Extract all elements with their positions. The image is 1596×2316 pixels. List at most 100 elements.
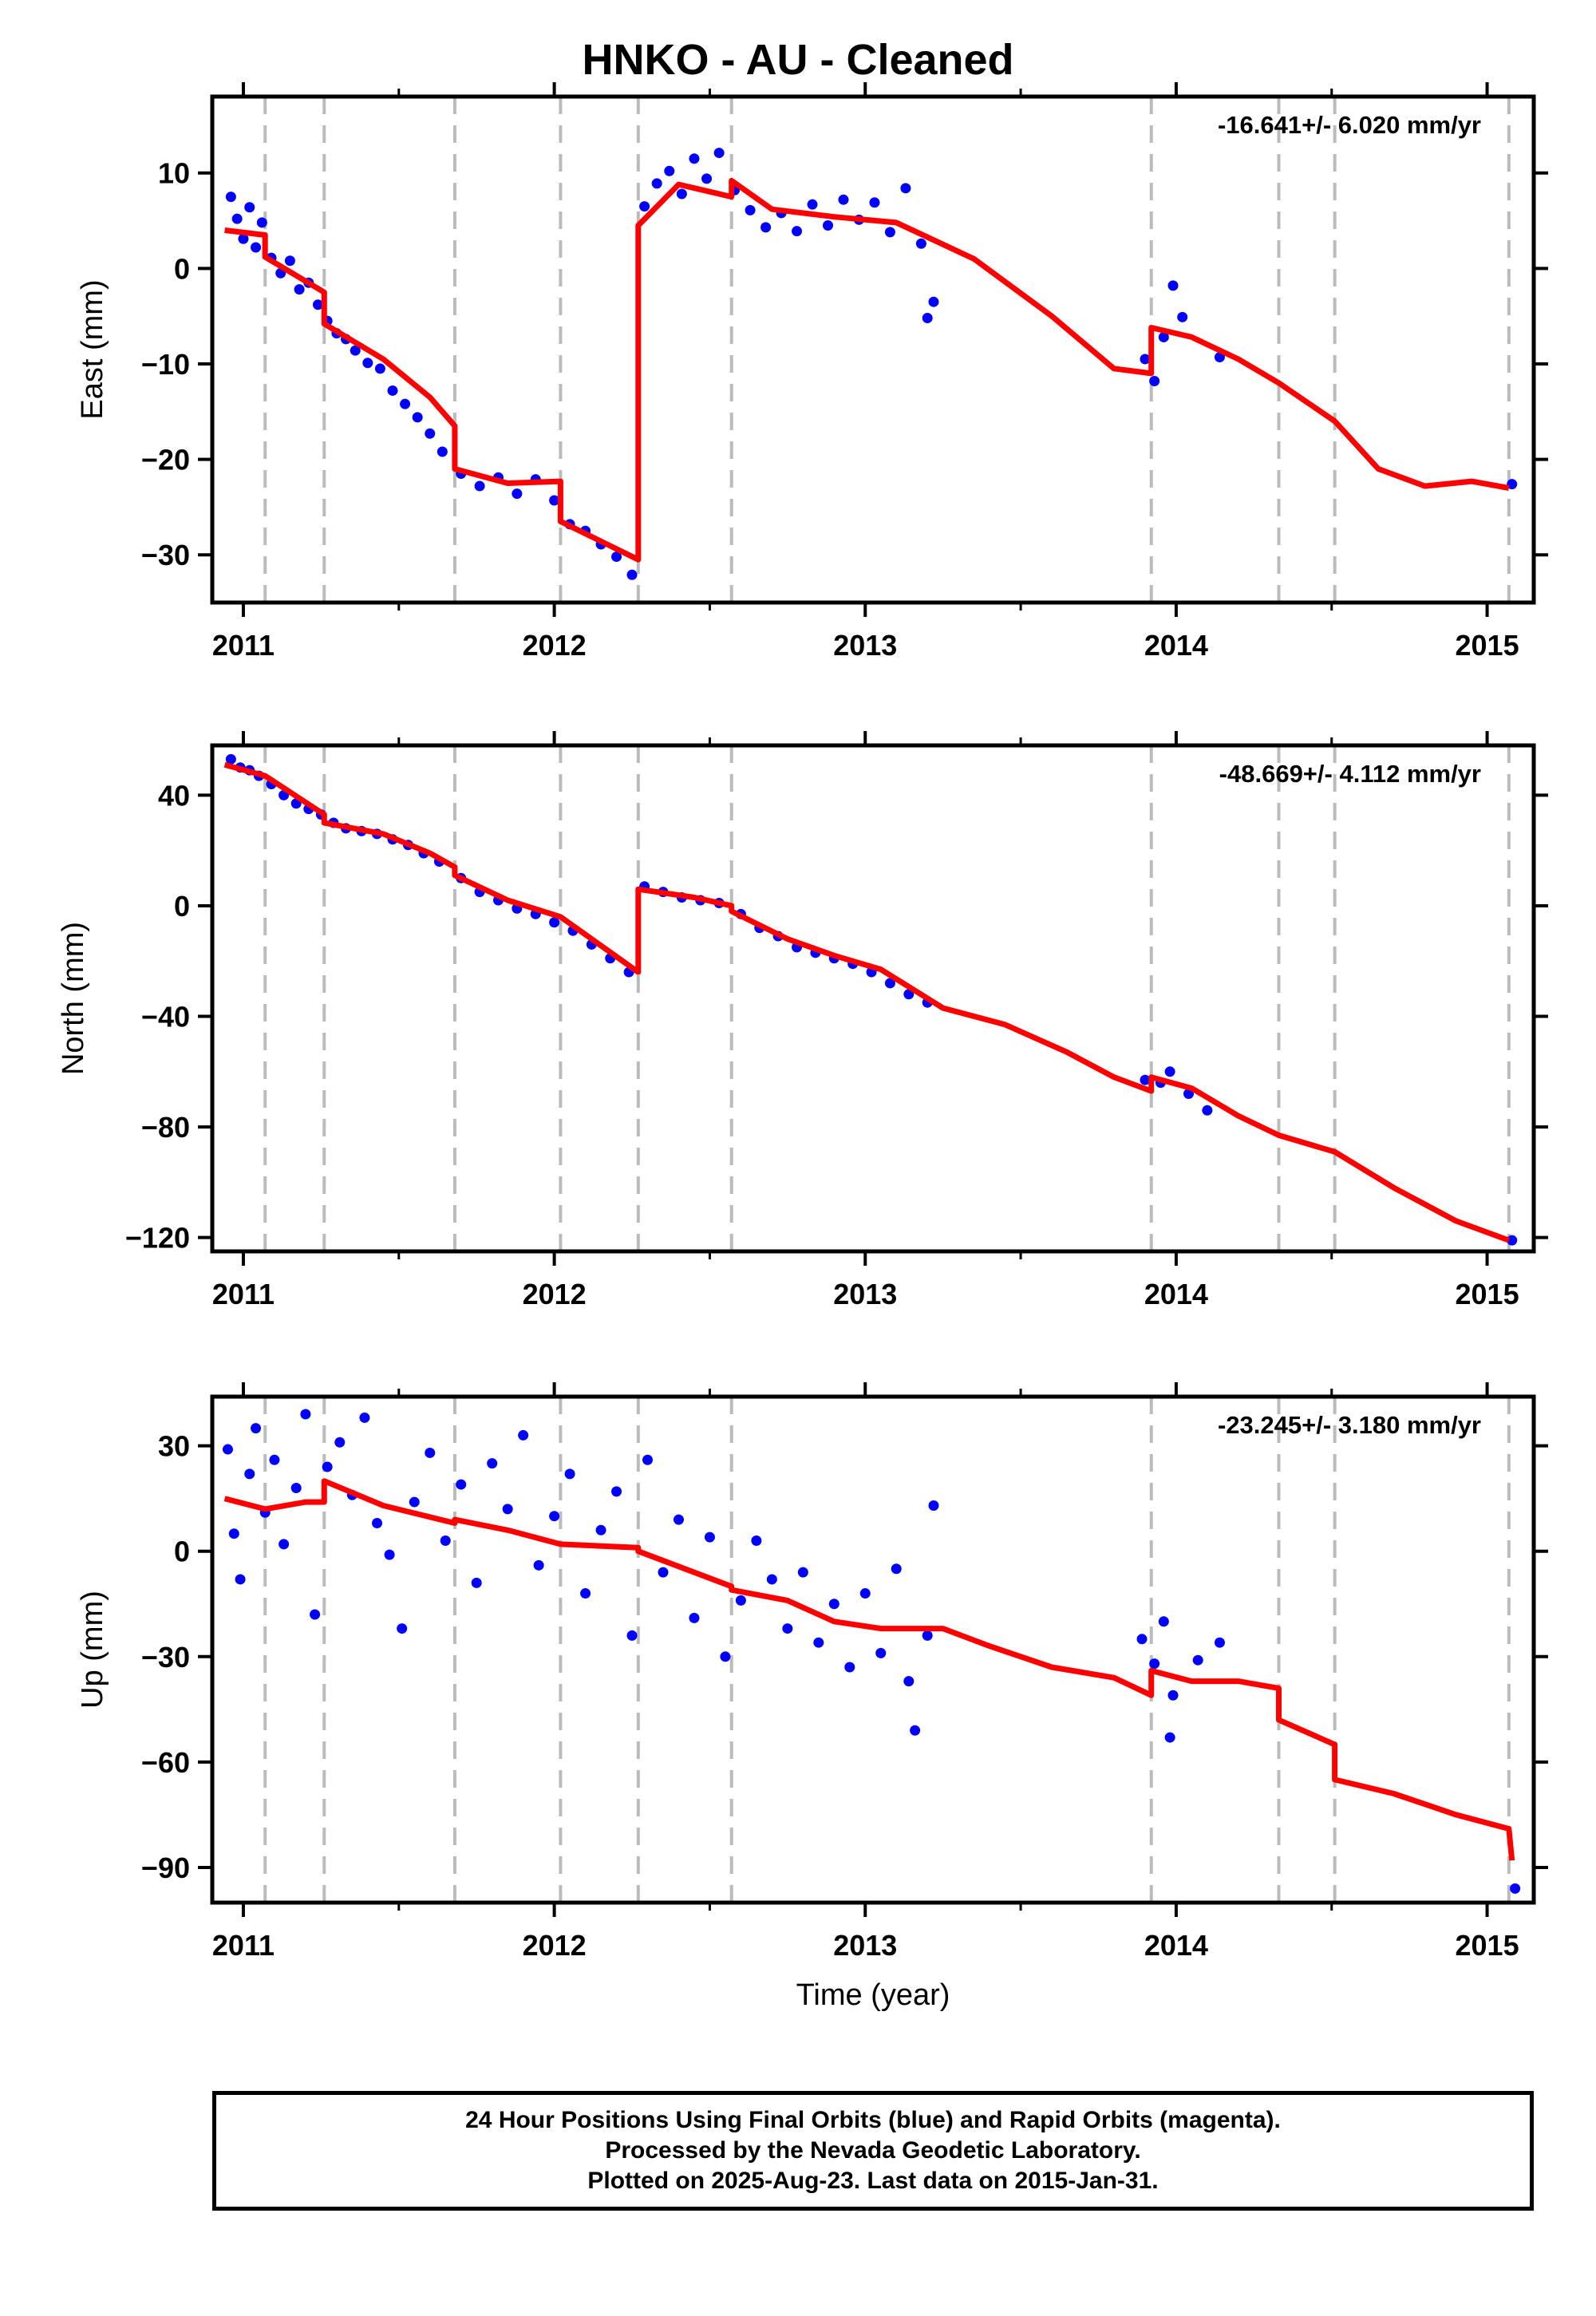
data-point: [1214, 1637, 1225, 1648]
model-line: [223, 761, 1511, 1243]
data-point: [231, 213, 243, 224]
data-points: [225, 753, 1518, 1246]
y-tick-label: 0: [174, 252, 190, 285]
data-point: [844, 1662, 855, 1673]
data-point: [910, 1725, 921, 1736]
data-point: [928, 1500, 939, 1511]
data-point: [269, 1454, 280, 1465]
data-point: [294, 284, 305, 295]
data-point: [903, 1676, 915, 1687]
x-tick-label: 2014: [1144, 1929, 1208, 1962]
data-point: [676, 188, 687, 200]
data-point: [580, 1588, 591, 1599]
data-point: [244, 202, 255, 213]
data-point: [1164, 1066, 1175, 1077]
rate-label: -48.669+/- 4.112 mm/yr: [1219, 760, 1481, 788]
x-tick-label: 2013: [833, 1278, 897, 1310]
data-point: [891, 1563, 902, 1575]
data-point: [828, 1599, 839, 1610]
data-point: [1140, 1074, 1151, 1085]
data-point: [1192, 1654, 1203, 1666]
data-point: [456, 1479, 467, 1490]
data-point: [284, 255, 295, 267]
y-tick-label: −30: [141, 539, 190, 571]
data-point: [1177, 311, 1188, 322]
data-point: [279, 1539, 290, 1550]
data-point: [869, 197, 880, 208]
data-point: [471, 1577, 482, 1588]
data-point: [1202, 1105, 1213, 1116]
data-point: [425, 1447, 436, 1458]
data-point: [595, 1524, 606, 1535]
y-tick-label: −40: [141, 1001, 190, 1034]
data-point: [664, 165, 675, 176]
data-point: [922, 313, 933, 324]
plot-frame: [210, 743, 1536, 1254]
data-point: [745, 204, 756, 215]
x-tick-label: 2015: [1456, 629, 1519, 662]
x-tick-label: 2013: [833, 629, 897, 662]
data-point: [222, 1444, 233, 1455]
y-tick-label: −80: [141, 1111, 190, 1144]
data-point: [1149, 375, 1160, 386]
data-point: [350, 345, 361, 356]
data-point: [626, 1630, 638, 1641]
data-point: [922, 1630, 933, 1641]
data-point: [225, 753, 236, 765]
data-point: [502, 1504, 513, 1515]
data-point: [689, 153, 700, 164]
data-point: [362, 358, 373, 369]
data-point: [884, 227, 895, 238]
footer-info-box: 24 Hour Positions Using Final Orbits (bl…: [212, 2091, 1534, 2211]
data-point: [244, 1468, 255, 1480]
data-point: [766, 1574, 777, 1585]
y-tick-label: −30: [141, 1641, 190, 1674]
data-point: [359, 1412, 370, 1423]
data-point: [251, 242, 262, 253]
data-point: [1507, 479, 1518, 490]
y-tick-label: 40: [158, 779, 190, 812]
data-point: [720, 1651, 731, 1662]
data-point: [1149, 1658, 1160, 1670]
data-points: [222, 1409, 1521, 1894]
data-point: [704, 1531, 715, 1543]
x-tick-label: 2011: [212, 1278, 275, 1310]
x-tick-label: 2015: [1456, 1929, 1519, 1962]
data-point: [512, 488, 523, 500]
y-tick-label: −90: [141, 1852, 190, 1884]
data-point: [823, 219, 834, 231]
data-point: [1158, 1616, 1169, 1627]
data-point: [322, 1461, 333, 1472]
y-tick-label: −60: [141, 1746, 190, 1779]
x-tick-label: 2011: [212, 629, 275, 662]
east-panel: 2011 2012 2013 2014 2015 10 0 −10 −20 −30 East (mm…: [76, 82, 1548, 662]
data-point: [797, 1567, 808, 1578]
x-tick-label: 2012: [523, 629, 587, 662]
data-point: [487, 1458, 498, 1469]
data-point: [238, 233, 249, 244]
y-tick-label: 0: [174, 890, 190, 923]
data-point: [228, 1528, 239, 1539]
data-point: [642, 1454, 654, 1465]
data-point: [384, 1549, 395, 1560]
x-axis-title: Time (year): [796, 1978, 950, 2012]
y-tick-label: −120: [125, 1222, 190, 1255]
data-point: [1164, 1732, 1175, 1743]
footer-line-plotted: Plotted on 2025-Aug-23. Last data on 201…: [587, 2168, 1159, 2194]
y-tick-label: −20: [141, 444, 190, 476]
up-panel: 2011 2012 2013 2014 2015 30 0 −30 −60 −90 Up (mm) T…: [76, 1382, 1548, 2012]
y-tick-label: −10: [141, 348, 190, 381]
data-point: [300, 1409, 311, 1420]
data-point: [564, 1468, 575, 1480]
x-tick-label: 2015: [1456, 1278, 1519, 1310]
y-axis-title: East (mm): [76, 279, 109, 419]
figure-title: HNKO - AU - Cleaned: [582, 36, 1014, 84]
footer-line-processed: Processed by the Nevada Geodetic Laborat…: [605, 2137, 1141, 2164]
plot-frame: [210, 1394, 1536, 1905]
y-tick-label: 0: [174, 1535, 190, 1568]
data-point: [1158, 331, 1169, 342]
rate-label: -23.245+/- 3.180 mm/yr: [1218, 1411, 1481, 1439]
data-point: [310, 1609, 321, 1620]
data-point: [312, 299, 323, 310]
